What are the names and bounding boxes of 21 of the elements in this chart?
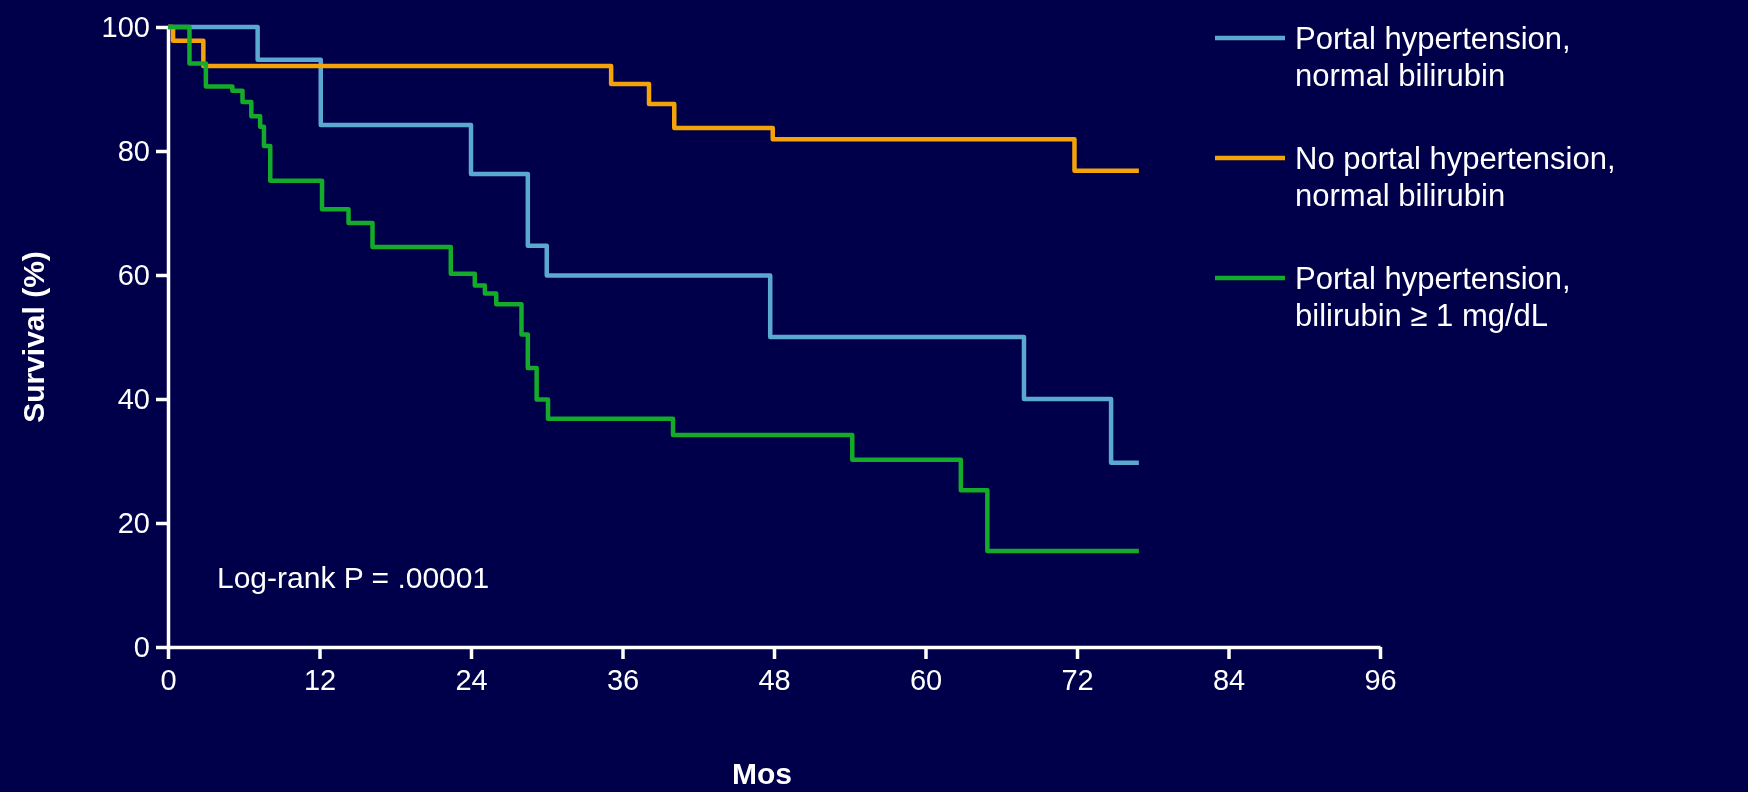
x-tick-label: 72 bbox=[1061, 663, 1094, 696]
y-tick-label: 80 bbox=[117, 134, 150, 167]
legend-label: No portal hypertension, normal bilirubin bbox=[1295, 141, 1616, 213]
x-tick-label: 84 bbox=[1212, 663, 1246, 696]
y-tick-label: 60 bbox=[117, 258, 150, 291]
x-axis-title: Mos bbox=[732, 757, 792, 790]
y-tick-label: 20 bbox=[117, 506, 150, 539]
x-tick-label: 48 bbox=[758, 663, 791, 696]
x-tick-label: 24 bbox=[455, 663, 488, 696]
y-tick-label: 100 bbox=[101, 10, 150, 43]
x-tick-label: 96 bbox=[1364, 663, 1397, 696]
x-tick-label: 0 bbox=[160, 663, 177, 696]
annotation: Log-rank P = .00001 bbox=[217, 561, 490, 594]
y-tick-label: 40 bbox=[117, 382, 150, 415]
legend-label: Portal hypertension, normal bilirubin bbox=[1295, 21, 1571, 93]
y-axis-title: Survival (%) bbox=[17, 251, 50, 423]
x-tick-label: 12 bbox=[303, 663, 337, 696]
y-tick-label: 0 bbox=[133, 630, 150, 663]
x-tick-label: 60 bbox=[909, 663, 943, 696]
legend-label: Portal hypertension, bilirubin ≥ 1 mg/dL bbox=[1295, 261, 1571, 333]
x-tick-label: 36 bbox=[606, 663, 640, 696]
